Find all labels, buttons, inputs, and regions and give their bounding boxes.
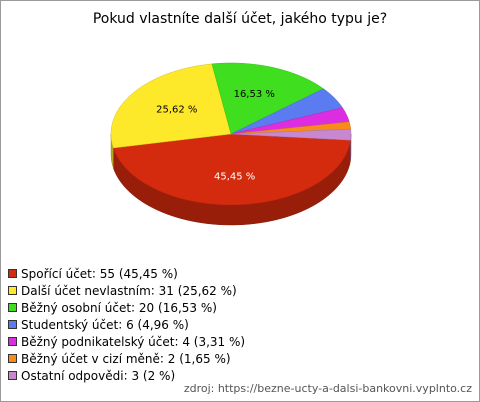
legend-category: Běžný účet v cizí měně <box>21 352 160 366</box>
legend-category: Běžný osobní účet <box>21 301 131 315</box>
legend-label: Studentský účet: 6 (4,96 %) <box>21 318 189 332</box>
legend-percent: 45,45 % <box>124 267 174 281</box>
legend-category: Ostatní odpovědi <box>21 369 124 383</box>
legend-label: Další účet nevlastním: 31 (25,62 %) <box>21 284 237 298</box>
legend-count: 55 <box>100 267 115 281</box>
legend-category: Běžný podnikatelský účet <box>21 335 175 349</box>
legend-swatch <box>8 337 17 346</box>
legend-swatch <box>8 354 17 363</box>
legend-count: 20 <box>139 301 154 315</box>
chart-title: Pokud vlastníte další účet, jakého typu … <box>93 11 387 27</box>
legend-category: Studentský účet <box>21 318 119 332</box>
legend-count: 6 <box>126 318 134 332</box>
slice <box>110 63 232 149</box>
slice-label: 25,62 % <box>156 105 197 116</box>
slice <box>230 88 343 135</box>
legend-label: Spořící účet: 55 (45,45 %) <box>21 267 178 281</box>
legend-count: 2 <box>168 352 176 366</box>
legend-swatch <box>8 371 17 380</box>
legend-label: Běžný osobní účet: 20 (16,53 %) <box>21 301 217 315</box>
legend-swatch <box>8 269 17 278</box>
legend-label: Běžný podnikatelský účet: 4 (3,31 %) <box>21 335 245 349</box>
legend-swatch <box>8 286 17 295</box>
legend-percent: 25,62 % <box>182 284 232 298</box>
legend-count: 4 <box>182 335 190 349</box>
legend-label: Běžný účet v cizí měně: 2 (1,65 %) <box>21 352 231 366</box>
legend-category: Další účet nevlastním <box>21 284 151 298</box>
source: zdroj: https://bezne-ucty-a-dalsi-bankov… <box>184 382 472 395</box>
legend-percent: 4,96 % <box>142 318 184 332</box>
legend-swatch <box>8 320 17 329</box>
legend-category: Spořící účet <box>21 267 92 281</box>
slice <box>230 128 352 141</box>
legend-percent: 1,65 % <box>184 352 226 366</box>
legend-percent: 2 % <box>148 369 171 383</box>
slice-label: 16,53 % <box>234 89 275 100</box>
slice-label: 45,45 % <box>214 172 255 183</box>
legend-count: 3 <box>131 369 139 383</box>
legend-percent: 3,31 % <box>198 335 240 349</box>
legend-count: 31 <box>159 284 174 298</box>
legend-percent: 16,53 % <box>163 301 213 315</box>
slice <box>230 107 350 135</box>
legend-label: Ostatní odpovědi: 3 (2 %) <box>21 369 175 383</box>
slice <box>211 62 324 135</box>
slice <box>113 133 351 206</box>
legend-swatch <box>8 303 17 312</box>
